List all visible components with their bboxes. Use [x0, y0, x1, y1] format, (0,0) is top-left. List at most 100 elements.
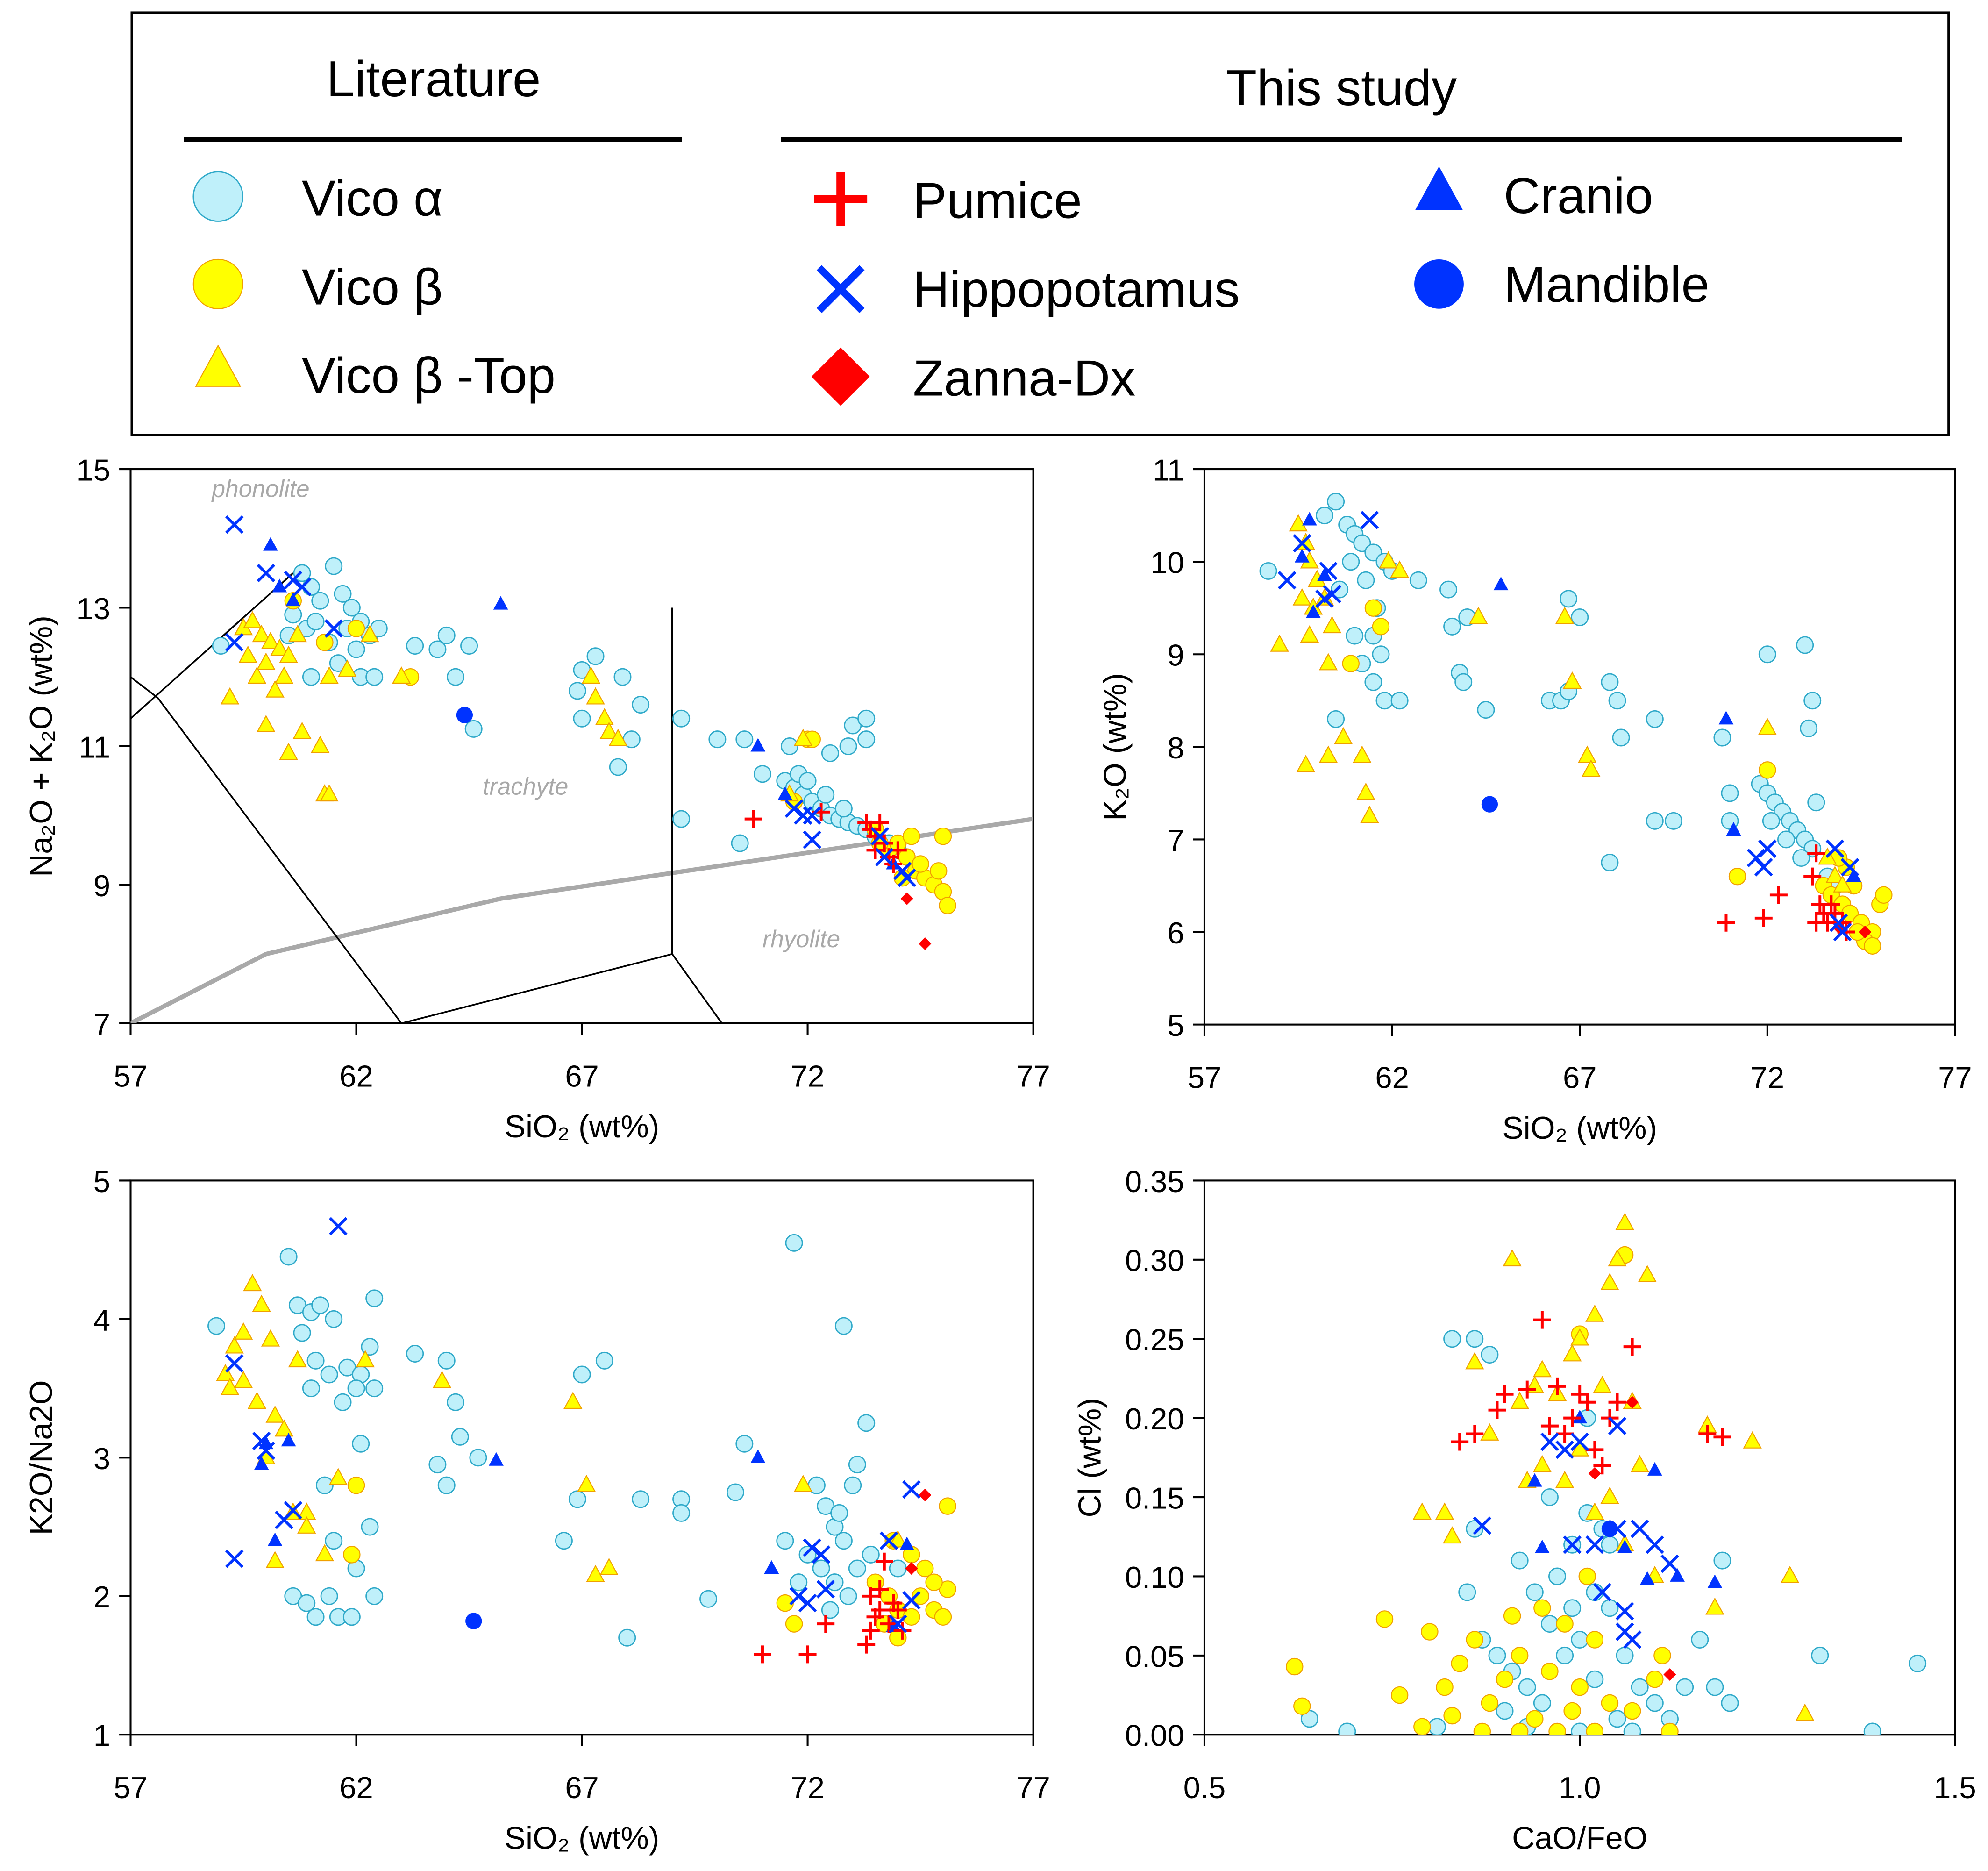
vico-beta-top-point [1503, 1249, 1522, 1267]
hippo-point [1754, 858, 1773, 877]
vico-alpha-point [1646, 812, 1664, 830]
y-tick-label: 1 [93, 1719, 110, 1753]
tas-field-boundary [130, 676, 402, 1023]
cranio-point [1527, 1473, 1542, 1487]
vico-beta-top-point [1630, 1455, 1649, 1472]
y-tick-label: 2 [93, 1580, 110, 1614]
vico-alpha-point [447, 1393, 465, 1411]
y-tick-label: 13 [77, 592, 110, 626]
cranio-point [777, 786, 793, 800]
pumice-point [1496, 1385, 1514, 1403]
x-tick-label: 77 [1938, 1060, 1972, 1094]
pumice-point [1698, 1425, 1717, 1443]
vico-alpha-point [586, 647, 605, 665]
vico-alpha-point [1327, 710, 1345, 728]
hippo-point [1615, 1602, 1634, 1621]
legend-cranio-icon [1415, 166, 1463, 210]
legend-label-vico-beta-top: Vico β -Top [302, 348, 556, 404]
hippo-point [1660, 1554, 1679, 1573]
vico-beta-point [1875, 886, 1893, 904]
pumice-point [1807, 914, 1825, 932]
vico-alpha-point [1807, 793, 1825, 812]
vico-beta-top-point [320, 784, 339, 802]
legend-mandible-icon [1414, 259, 1464, 309]
vico-alpha-point [632, 696, 650, 714]
hippo-point [1646, 1535, 1664, 1554]
legend-label-cranio: Cranio [1503, 168, 1653, 224]
tas-field-boundary [130, 572, 294, 720]
mandible-point [465, 1613, 482, 1629]
vico-alpha-point [848, 1456, 866, 1474]
hippo-point [1758, 839, 1777, 858]
hippo-point [284, 1501, 303, 1520]
hippo-point [1608, 1416, 1627, 1435]
vico-beta-top-point [274, 666, 294, 684]
pumice-point [1608, 1393, 1626, 1411]
vico-alpha-point [306, 1608, 325, 1626]
vico-beta-top-point [1705, 1597, 1724, 1615]
vico-alpha-point [1811, 1646, 1829, 1664]
vico-alpha-point [437, 626, 456, 644]
y-tick-label: 15 [77, 453, 110, 487]
vico-beta-point [925, 1573, 943, 1591]
vico-alpha-point [568, 682, 586, 700]
vico-alpha-point [1533, 1694, 1551, 1712]
hippo-point [902, 1591, 921, 1610]
vico-alpha-point [302, 668, 320, 686]
vico-beta-top-point [1578, 745, 1597, 763]
vico-beta-top-point [234, 1322, 253, 1340]
pumice-point [1533, 1311, 1551, 1329]
vico-beta-point [1421, 1623, 1439, 1641]
vico-beta-point [316, 633, 334, 651]
vico-alpha-point [342, 1608, 361, 1626]
y-tick-label: 10 [1150, 546, 1184, 580]
x-axis-label: CaO/FeO [1512, 1821, 1647, 1856]
vico-alpha-point [437, 1476, 456, 1494]
vico-alpha-point [834, 1317, 853, 1335]
hippo-point [798, 1593, 817, 1613]
vico-beta-point [1473, 1722, 1491, 1735]
vico-beta-top-point [599, 1557, 619, 1575]
x-axis-label: SiO₂ (wt%) [505, 1821, 660, 1856]
cranio-point [263, 537, 278, 551]
pumice-point [1578, 1393, 1596, 1411]
vico-alpha-point [306, 613, 325, 631]
vico-alpha-point [306, 1351, 325, 1370]
vico-alpha-point [862, 1545, 880, 1564]
cranio-point [489, 1452, 504, 1466]
vico-alpha-point [1454, 673, 1473, 691]
vico-beta-top-point [1608, 1249, 1627, 1267]
vico-beta-top-point [1833, 875, 1852, 893]
zanna-point [1859, 925, 1872, 939]
vico-alpha-point [609, 758, 627, 776]
pumice-point [1563, 1409, 1582, 1427]
vico-beta-top-point [292, 721, 312, 739]
hippo-point [284, 571, 303, 589]
vico-beta-top-point [252, 1294, 271, 1312]
x-tick-label: 1.0 [1559, 1771, 1601, 1805]
vico-beta-top-point [274, 1419, 294, 1437]
y-tick-label: 11 [1153, 453, 1184, 487]
vico-beta-top-point [1600, 1486, 1619, 1504]
pumice-point [889, 1601, 907, 1619]
vico-alpha-point [293, 564, 311, 582]
vico-beta-top-point [1356, 782, 1375, 800]
vico-alpha-point [279, 1248, 298, 1266]
hippo-point [1608, 1520, 1627, 1538]
vico-alpha-point [1758, 645, 1776, 664]
vico-alpha-point [1796, 636, 1814, 654]
vico-alpha-point [1477, 701, 1495, 719]
pumice-point [753, 1645, 771, 1664]
vico-beta-point [1759, 761, 1776, 779]
vico-beta-top-point [1442, 1526, 1462, 1544]
y-tick-label: 0.35 [1125, 1164, 1184, 1199]
vico-beta-point [1372, 618, 1390, 636]
vico-beta-top-point [1469, 607, 1488, 624]
legend: Literature This study Vico α Vico β Vico… [130, 11, 1950, 436]
x-tick-label: 62 [339, 1771, 373, 1805]
vico-beta-top-point [270, 638, 289, 656]
pumice-point [875, 1552, 893, 1571]
hippo-point [1319, 562, 1338, 580]
vico-alpha-point [1601, 853, 1619, 871]
y-tick-label: 5 [1167, 1008, 1184, 1043]
